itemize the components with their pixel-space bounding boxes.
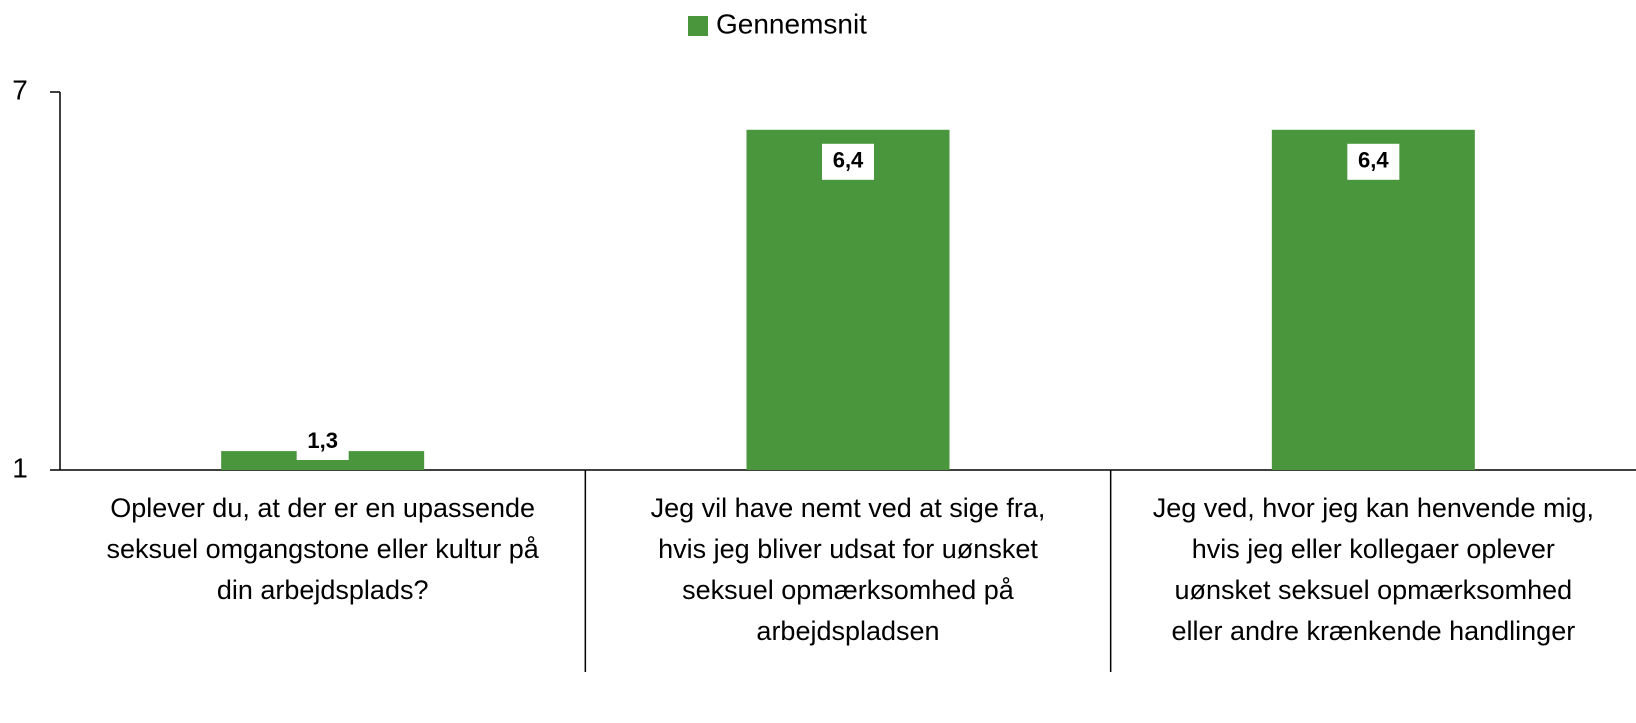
y-tick-label: 1	[12, 452, 28, 483]
bar	[746, 129, 950, 471]
bar	[221, 451, 425, 470]
data-label-box	[822, 143, 874, 180]
legend-label: Gennemsnit	[716, 8, 867, 39]
x-tick-label: Jeg vil have nemt ved at sige fra, hvis …	[650, 493, 1046, 646]
x-tick-label: Jeg ved, hvor jeg kan henvende mig, hvis…	[1152, 493, 1594, 646]
y-tick-label: 7	[12, 74, 28, 105]
data-label: 6,4	[833, 148, 864, 173]
data-label: 6,4	[1358, 148, 1389, 173]
legend-swatch	[688, 16, 708, 36]
x-tick-label: Oplever du, at der er en upassende seksu…	[106, 493, 539, 605]
data-label-box	[296, 424, 349, 460]
data-label: 1,3	[307, 428, 338, 453]
data-label-box	[1347, 143, 1400, 180]
bar	[1271, 129, 1475, 471]
